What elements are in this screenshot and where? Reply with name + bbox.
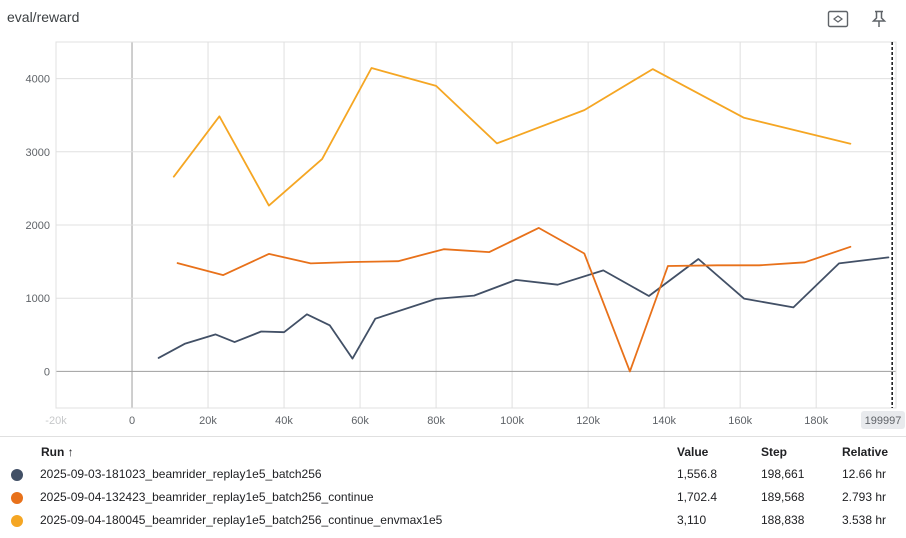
x-tick-label: -20k bbox=[45, 415, 67, 427]
x-tick-label: 20k bbox=[199, 415, 217, 427]
x-tick-label: 60k bbox=[351, 415, 369, 427]
run-name: 2025-09-03-181023_beamrider_replay1e5_ba… bbox=[40, 467, 322, 481]
series-line bbox=[176, 226, 852, 373]
y-tick-label: 1000 bbox=[26, 293, 50, 305]
table-row[interactable]: 2025-09-04-132423_beamrider_replay1e5_ba… bbox=[0, 488, 906, 510]
y-tick-label: 2000 bbox=[26, 220, 50, 232]
run-color-dot bbox=[11, 492, 23, 504]
fit-domain-icon[interactable] bbox=[825, 6, 851, 32]
run-step: 189,568 bbox=[761, 490, 805, 504]
chart-title: eval/reward bbox=[7, 9, 80, 25]
line-chart[interactable]: 0 1000 2000 3000 4000 -20k 0 20k 40k 60k 80k 100k 12… bbox=[0, 0, 906, 436]
run-value: 1,702.4 bbox=[677, 490, 718, 504]
series-line bbox=[172, 67, 852, 207]
run-value: 3,110 bbox=[677, 513, 707, 527]
table-row[interactable]: 2025-09-04-180045_beamrider_replay1e5_ba… bbox=[0, 511, 906, 533]
run-color-dot bbox=[11, 469, 23, 481]
y-tick-label: 4000 bbox=[26, 74, 50, 86]
plot-frame bbox=[55, 41, 897, 409]
run-value: 1,556.8 bbox=[677, 467, 718, 481]
run-name: 2025-09-04-180045_beamrider_replay1e5_ba… bbox=[40, 513, 443, 527]
table-row[interactable]: 2025-09-03-181023_beamrider_replay1e5_ba… bbox=[0, 465, 906, 487]
run-relative: 3.538 hr bbox=[842, 513, 887, 527]
pin-icon[interactable] bbox=[866, 6, 892, 32]
x-tick-label: 180k bbox=[804, 415, 828, 427]
x-tick-label: 80k bbox=[427, 415, 445, 427]
y-tick-label: 3000 bbox=[26, 147, 50, 159]
step-column-header[interactable]: Step bbox=[761, 445, 788, 459]
x-tick-label: 140k bbox=[652, 415, 676, 427]
y-tick-label: 0 bbox=[44, 366, 50, 378]
value-column-header[interactable]: Value bbox=[677, 445, 709, 459]
run-color-dot bbox=[11, 515, 23, 527]
run-relative: 12.66 hr bbox=[842, 467, 887, 481]
table-divider bbox=[0, 436, 906, 437]
run-name: 2025-09-04-132423_beamrider_replay1e5_ba… bbox=[40, 490, 374, 504]
run-step: 198,661 bbox=[761, 467, 805, 481]
x-tick-label: 160k bbox=[728, 415, 752, 427]
run-step: 188,838 bbox=[761, 513, 805, 527]
x-tick-label: 40k bbox=[275, 415, 293, 427]
run-column-header[interactable]: Run ↑ bbox=[41, 445, 74, 459]
relative-column-header[interactable]: Relative bbox=[842, 445, 889, 459]
step-cursor-label: 199997 bbox=[865, 415, 902, 427]
x-tick-label: 120k bbox=[576, 415, 600, 427]
step-cursor-badge bbox=[861, 411, 905, 429]
run-relative: 2.793 hr bbox=[842, 490, 887, 504]
x-tick-label: 100k bbox=[500, 415, 524, 427]
x-tick-label: 0 bbox=[129, 415, 135, 427]
series-line bbox=[157, 256, 890, 360]
